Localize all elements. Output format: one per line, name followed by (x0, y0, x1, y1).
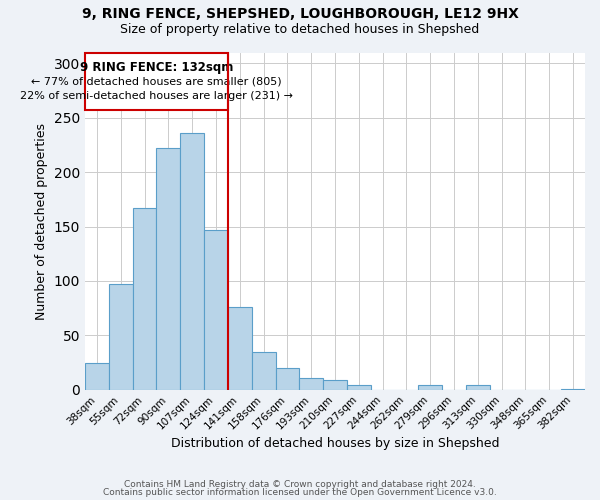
Bar (180, 133, 204, 390)
Bar (252, 352, 275, 390)
Text: Size of property relative to detached houses in Shepshed: Size of property relative to detached ho… (121, 22, 479, 36)
Bar (561, 388, 585, 390)
Text: 22% of semi-detached houses are larger (231) →: 22% of semi-detached houses are larger (… (20, 90, 293, 101)
Text: Contains public sector information licensed under the Open Government Licence v3: Contains public sector information licen… (103, 488, 497, 497)
Text: ← 77% of detached houses are smaller (805): ← 77% of detached houses are smaller (80… (31, 76, 282, 86)
Bar (347, 386, 371, 390)
Bar (133, 208, 157, 390)
Text: 9 RING FENCE: 132sqm: 9 RING FENCE: 132sqm (80, 61, 233, 74)
Bar (157, 148, 180, 390)
Text: 9, RING FENCE, SHEPSHED, LOUGHBOROUGH, LE12 9HX: 9, RING FENCE, SHEPSHED, LOUGHBOROUGH, L… (82, 8, 518, 22)
Bar (299, 378, 323, 390)
Bar (418, 386, 442, 390)
X-axis label: Distribution of detached houses by size in Shepshed: Distribution of detached houses by size … (171, 437, 499, 450)
Bar (466, 386, 490, 390)
Text: Contains HM Land Registry data © Crown copyright and database right 2024.: Contains HM Land Registry data © Crown c… (124, 480, 476, 489)
FancyBboxPatch shape (85, 52, 228, 110)
Bar (228, 307, 252, 390)
Bar (109, 284, 133, 390)
Bar (85, 362, 109, 390)
Y-axis label: Number of detached properties: Number of detached properties (35, 122, 48, 320)
Bar (204, 230, 228, 390)
Bar (275, 368, 299, 390)
Bar (323, 380, 347, 390)
